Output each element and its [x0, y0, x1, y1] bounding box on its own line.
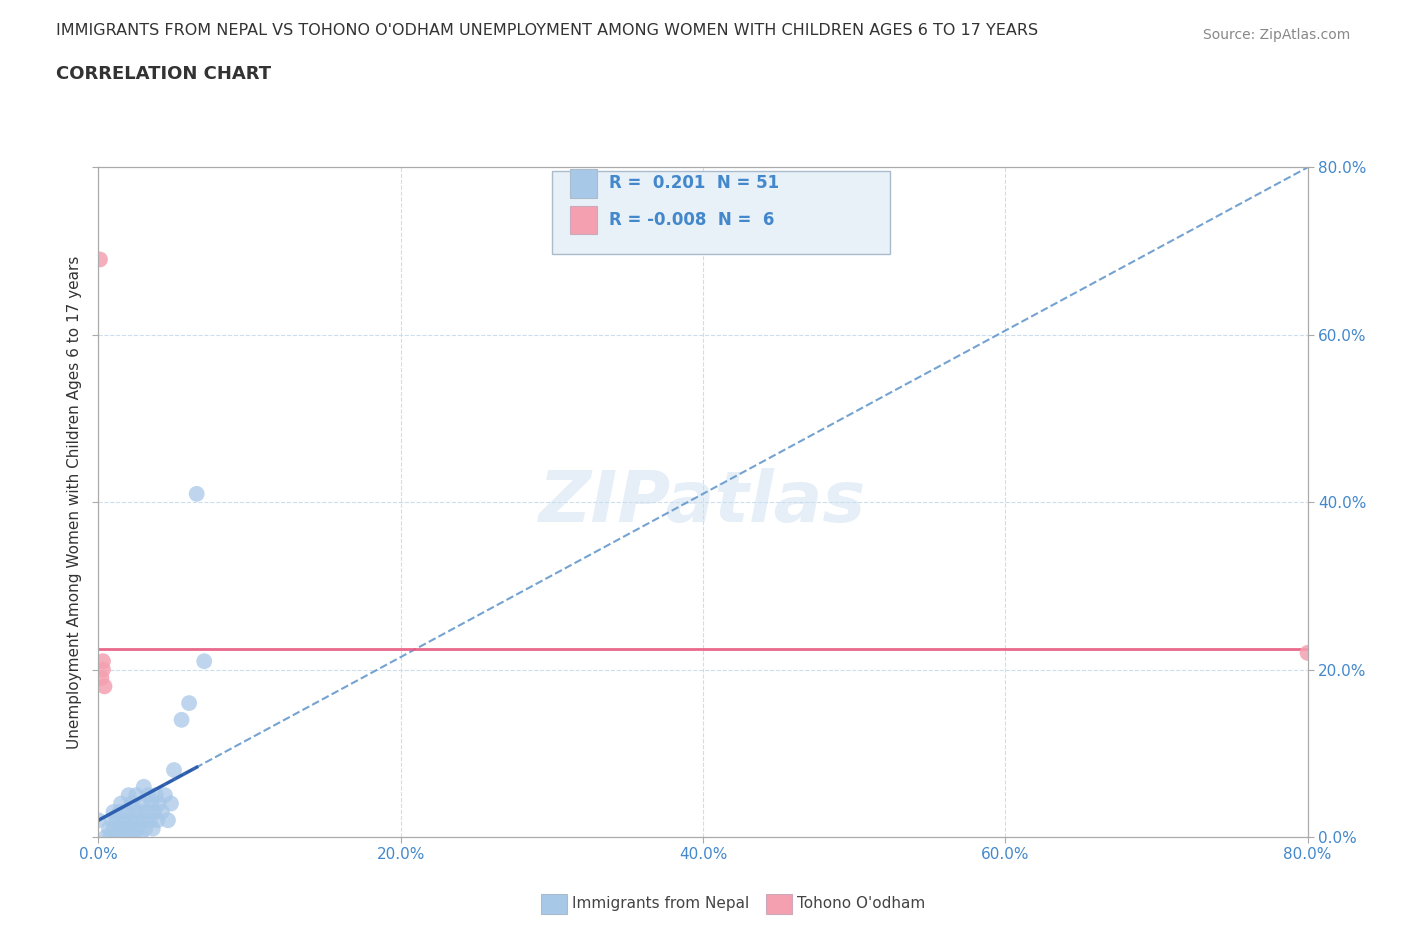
Point [134, 821, 156, 836]
Point [105, 813, 128, 828]
Point [1296, 645, 1319, 660]
Text: R = -0.008  N =  6: R = -0.008 N = 6 [609, 211, 775, 230]
Point [136, 788, 159, 803]
Point [127, 821, 149, 836]
Point [131, 796, 153, 811]
Point [122, 830, 145, 844]
Point [124, 804, 146, 819]
Point [104, 830, 127, 844]
Point [128, 804, 150, 819]
Bar [569, 169, 596, 197]
Text: IMMIGRANTS FROM NEPAL VS TOHONO O'ODHAM UNEMPLOYMENT AMONG WOMEN WITH CHILDREN A: IMMIGRANTS FROM NEPAL VS TOHONO O'ODHAM … [56, 23, 1039, 38]
Text: Source: ZipAtlas.com: Source: ZipAtlas.com [1202, 28, 1350, 42]
Point [118, 821, 141, 836]
Text: R =  0.201  N = 51: R = 0.201 N = 51 [609, 175, 779, 193]
Point [93, 679, 115, 694]
Point [101, 813, 124, 828]
Text: ZIPatlas: ZIPatlas [540, 468, 866, 537]
Point [143, 804, 166, 819]
Point [170, 712, 193, 727]
Point [125, 788, 148, 803]
Point [118, 788, 141, 803]
Text: Tohono O'odham: Tohono O'odham [797, 897, 925, 911]
Point [100, 830, 122, 844]
FancyBboxPatch shape [551, 171, 890, 255]
Point [132, 779, 155, 794]
Point [148, 796, 170, 811]
Text: CORRELATION CHART: CORRELATION CHART [56, 65, 271, 83]
Point [150, 804, 173, 819]
Point [90, 671, 112, 685]
Point [111, 821, 134, 836]
Point [110, 796, 132, 811]
Point [91, 654, 114, 669]
Point [142, 821, 165, 836]
Point [135, 804, 157, 819]
Point [103, 821, 125, 836]
Point [193, 654, 215, 669]
Point [179, 696, 201, 711]
Point [89, 252, 111, 267]
Point [163, 763, 186, 777]
Bar [569, 206, 596, 234]
Point [141, 796, 163, 811]
Point [91, 662, 114, 677]
Point [186, 486, 208, 501]
Point [125, 813, 148, 828]
Point [98, 821, 121, 836]
Point [115, 804, 138, 819]
Point [112, 813, 135, 828]
Point [121, 796, 143, 811]
Point [108, 804, 131, 819]
Point [145, 788, 167, 803]
Point [146, 813, 169, 828]
Point [132, 813, 155, 828]
Text: Immigrants from Nepal: Immigrants from Nepal [572, 897, 749, 911]
Point [103, 804, 125, 819]
Point [153, 788, 176, 803]
Point [156, 813, 179, 828]
Point [121, 821, 143, 836]
Y-axis label: Unemployment Among Women with Children Ages 6 to 17 years: Unemployment Among Women with Children A… [66, 256, 82, 749]
Point [120, 813, 142, 828]
Point [110, 830, 132, 844]
Point [160, 796, 183, 811]
Point [114, 830, 136, 844]
Point [94, 830, 117, 844]
Point [107, 821, 129, 836]
Point [87, 813, 110, 828]
Point [129, 830, 152, 844]
Point [139, 813, 162, 828]
